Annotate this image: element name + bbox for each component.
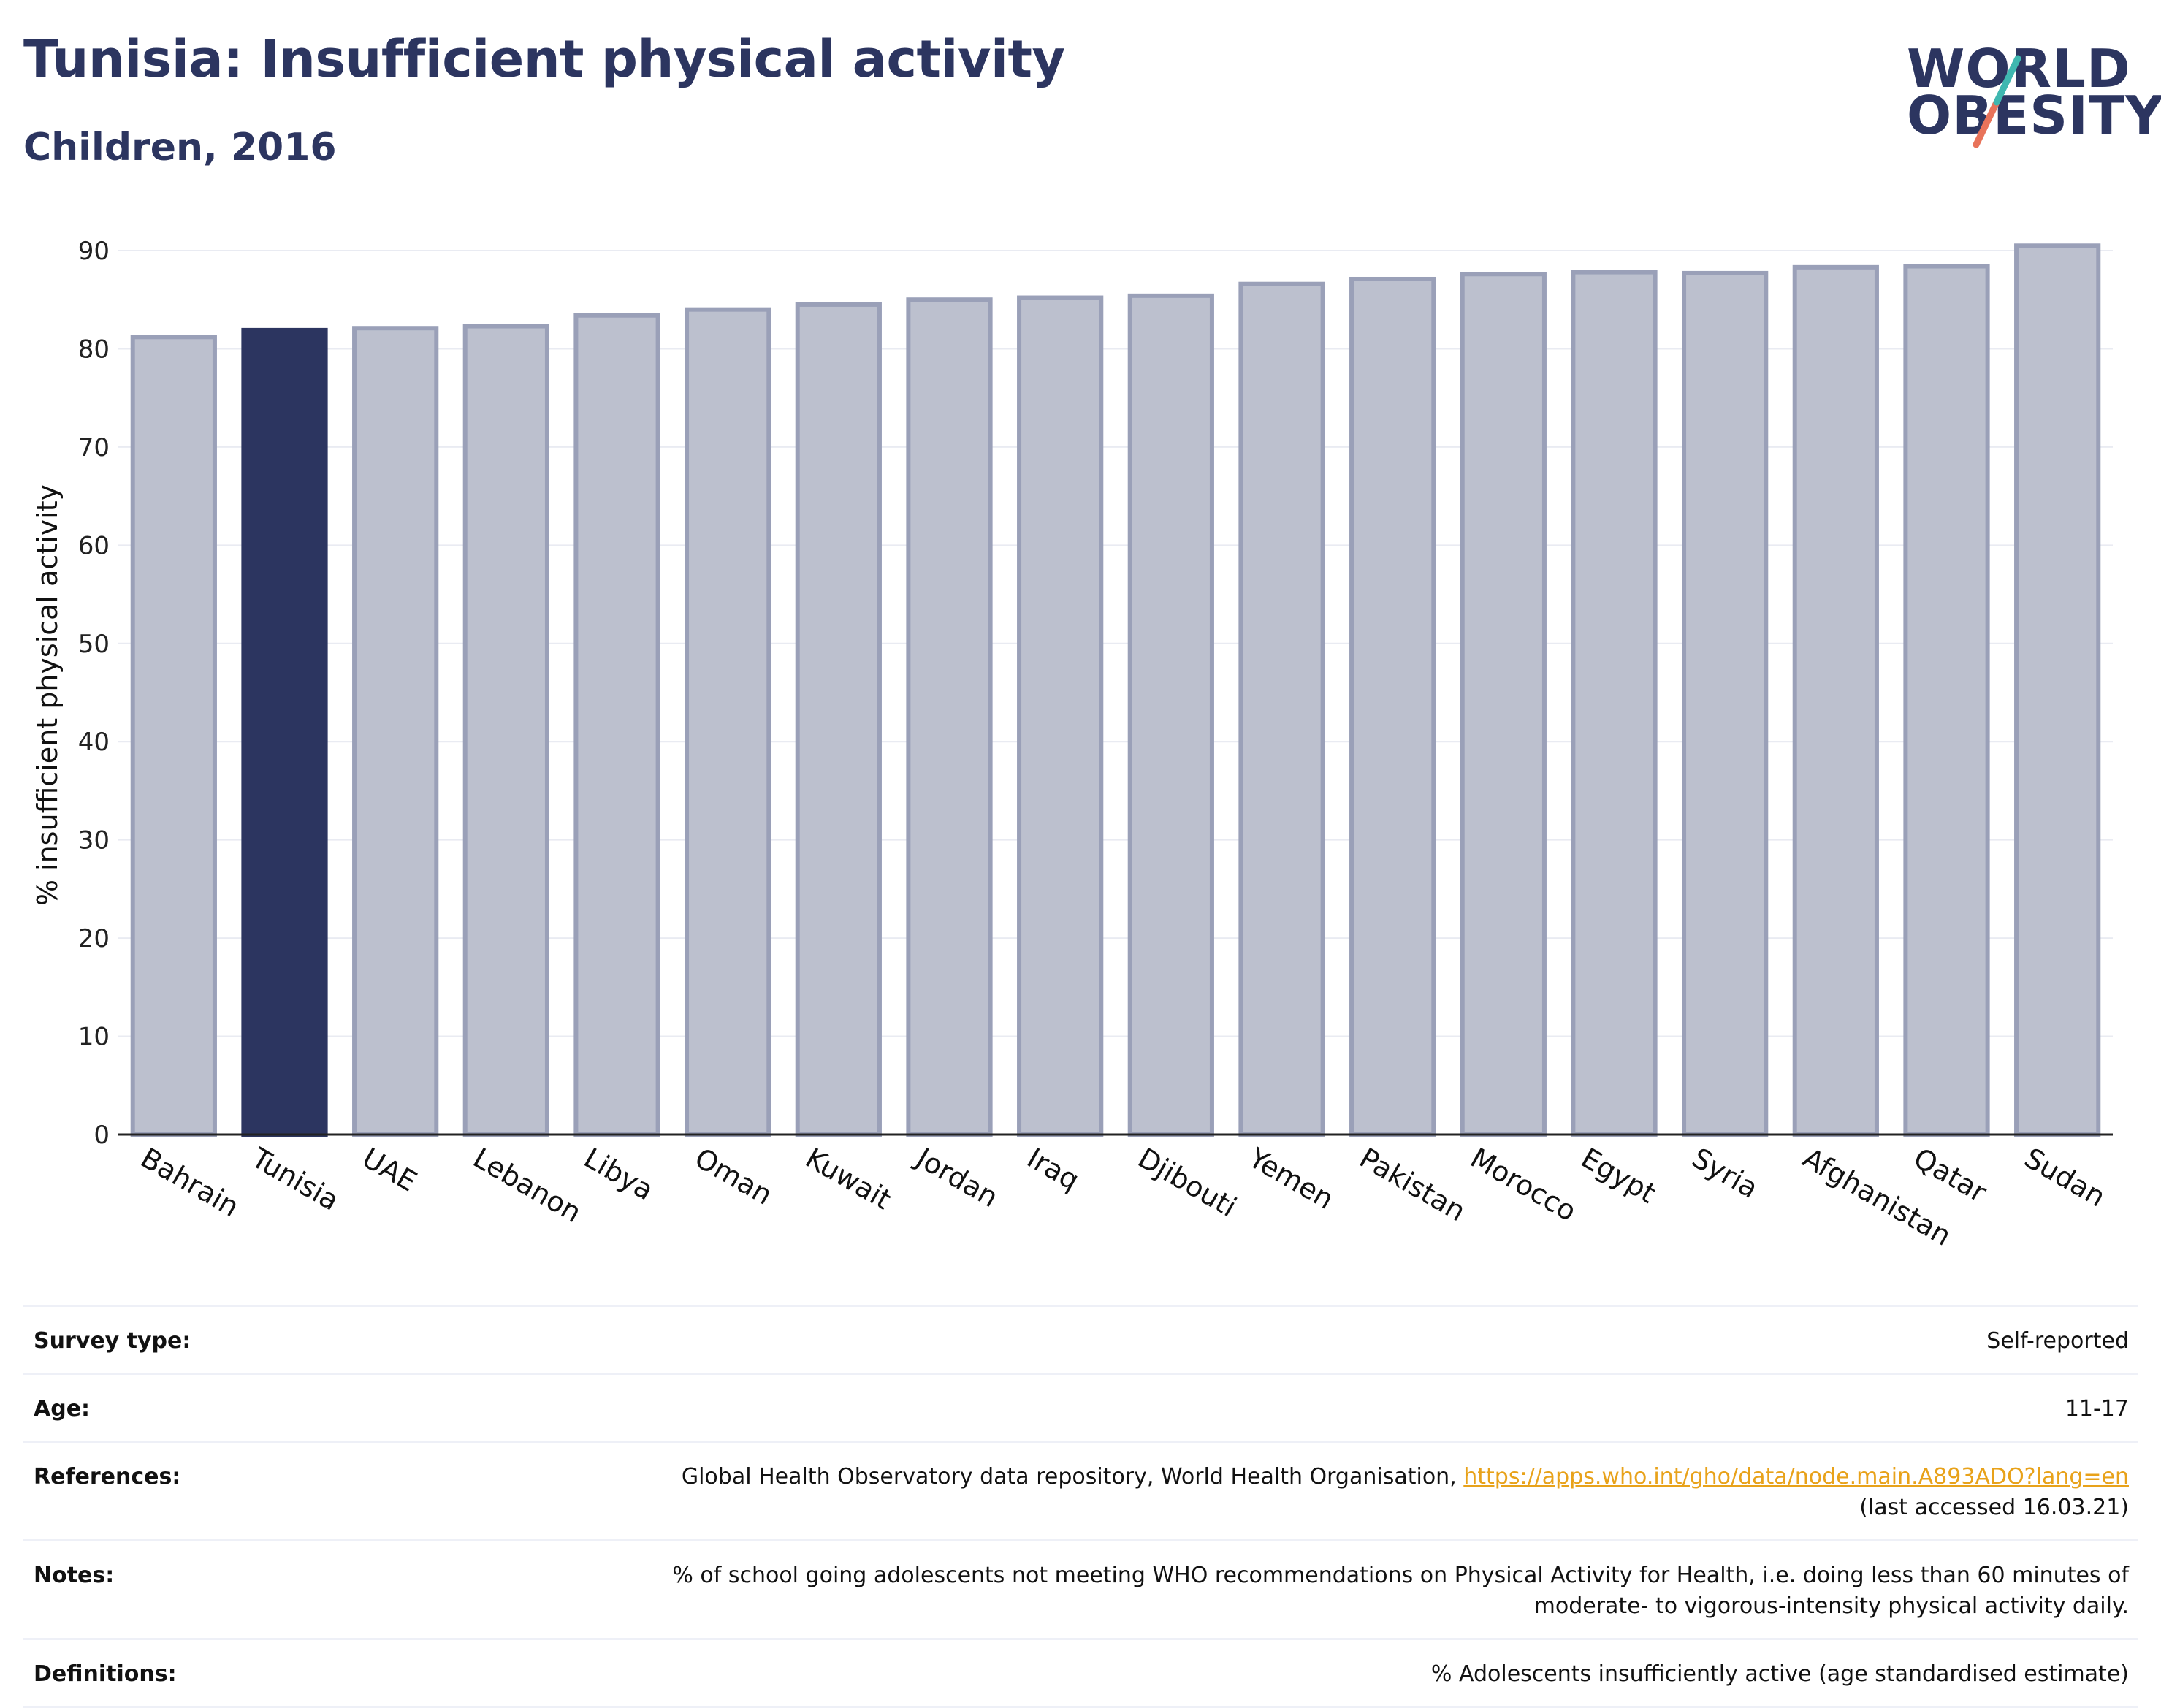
references-label: References: [34, 1464, 181, 1490]
x-tick-label: Pakistan [1354, 1142, 1471, 1228]
notes-label: Notes: [34, 1563, 115, 1588]
bar-tunisia [241, 327, 328, 1137]
survey-type-value: Self-reported [1986, 1328, 2129, 1354]
x-tick-label: Tunisia [245, 1141, 344, 1217]
y-tick-label: 60 [78, 531, 110, 560]
survey-type-label: Survey type: [34, 1328, 191, 1354]
definitions-value: % Adolescents insufficiently active (age… [1430, 1661, 2129, 1687]
logo-slash-icon [1973, 55, 2021, 148]
y-tick-label: 30 [78, 826, 110, 855]
y-tick-label: 20 [78, 924, 110, 953]
bar-kuwait [795, 302, 882, 1137]
logo-word-world: WORLD [1907, 38, 2131, 99]
notes-line-1: % of school going adolescents not meetin… [672, 1563, 2129, 1588]
x-tick-label: Bahrain [135, 1142, 244, 1224]
x-tick-label: Lebanon [468, 1142, 587, 1229]
bar-djibouti [1127, 293, 1214, 1137]
references-accessed: (last accessed 16.03.21) [1859, 1495, 2129, 1520]
logo-word-obesity: OBESITY [1907, 85, 2161, 146]
bar-bahrain [130, 335, 217, 1137]
x-tick-label: Morocco [1465, 1142, 1582, 1228]
y-tick-label: 0 [94, 1121, 110, 1150]
y-tick-labels: 0 10 20 30 40 50 60 70 80 90 [78, 237, 110, 1150]
bar-jordan [906, 297, 993, 1137]
references-value: Global Health Observatory data repositor… [682, 1462, 2129, 1523]
y-tick-label: 80 [78, 335, 110, 364]
chart-subtitle: Children, 2016 [23, 126, 337, 169]
x-tick-label: Iraq [1022, 1142, 1085, 1197]
chart-title: Tunisia: Insufficient physical activity [23, 29, 1065, 89]
bar-syria [1682, 270, 1769, 1137]
info-row-definitions: Definitions: % Adolescents insufficientl… [23, 1638, 2138, 1708]
x-tick-label: Jordan [910, 1141, 1003, 1214]
y-tick-label: 10 [78, 1023, 110, 1052]
bar-lebanon [462, 324, 549, 1137]
bar-pakistan [1349, 276, 1436, 1137]
x-tick-label: Syria [1687, 1142, 1764, 1205]
bar-iraq [1017, 295, 1104, 1137]
y-tick-label: 70 [78, 433, 110, 462]
x-tick-label: Djibouti [1132, 1142, 1242, 1224]
grid-lines [118, 250, 2113, 1135]
info-row-age: Age: 11-17 [23, 1373, 2138, 1441]
notes-value: % of school going adolescents not meetin… [672, 1560, 2129, 1622]
bars [130, 243, 2101, 1137]
y-tick-label: 40 [78, 728, 110, 757]
x-tick-label: Egypt [1576, 1142, 1661, 1210]
definitions-label: Definitions: [34, 1661, 177, 1687]
references-link[interactable]: https://apps.who.int/gho/data/node.main.… [1463, 1464, 2129, 1490]
bar-egypt [1571, 270, 1658, 1137]
x-tick-label: Yemen [1243, 1141, 1339, 1216]
info-row-survey: Survey type: Self-reported [23, 1305, 2138, 1373]
info-row-notes: Notes: % of school going adolescents not… [23, 1539, 2138, 1638]
bar-oman [685, 307, 771, 1137]
x-tick-label: Kuwait [800, 1142, 896, 1216]
x-tick-label: UAE [357, 1142, 422, 1198]
info-table: Survey type: Self-reported Age: 11-17 Re… [23, 1305, 2138, 1708]
x-tick-label: Libya [579, 1142, 659, 1207]
y-tick-label: 50 [78, 630, 110, 659]
age-label: Age: [34, 1396, 91, 1422]
x-tick-label: Qatar [1908, 1142, 1992, 1209]
bar-chart: 0 10 20 30 40 50 60 70 80 90 Bahrain Tunisia UAE Leb… [31, 237, 2113, 1252]
info-row-references: References: Global Health Observatory da… [23, 1441, 2138, 1539]
references-text: Global Health Observatory data repositor… [681, 1464, 1464, 1490]
x-tick-label: Sudan [2019, 1142, 2111, 1213]
bar-uae [352, 326, 439, 1137]
bar-qatar [1903, 264, 1990, 1137]
y-tick-label: 90 [78, 237, 110, 266]
notes-line-2: moderate- to vigorous-intensity physical… [1533, 1593, 2129, 1619]
bar-morocco [1460, 272, 1547, 1137]
x-tick-label: Oman [690, 1142, 778, 1211]
world-obesity-logo: WORLD OBESITY [1907, 29, 2161, 161]
age-value: 11-17 [2065, 1396, 2129, 1422]
bar-yemen [1238, 281, 1325, 1137]
bar-afghanistan [1792, 264, 1879, 1137]
y-axis-label: % insufficient physical activity [31, 484, 64, 906]
bar-sudan [2014, 243, 2101, 1137]
bar-libya [573, 313, 660, 1137]
